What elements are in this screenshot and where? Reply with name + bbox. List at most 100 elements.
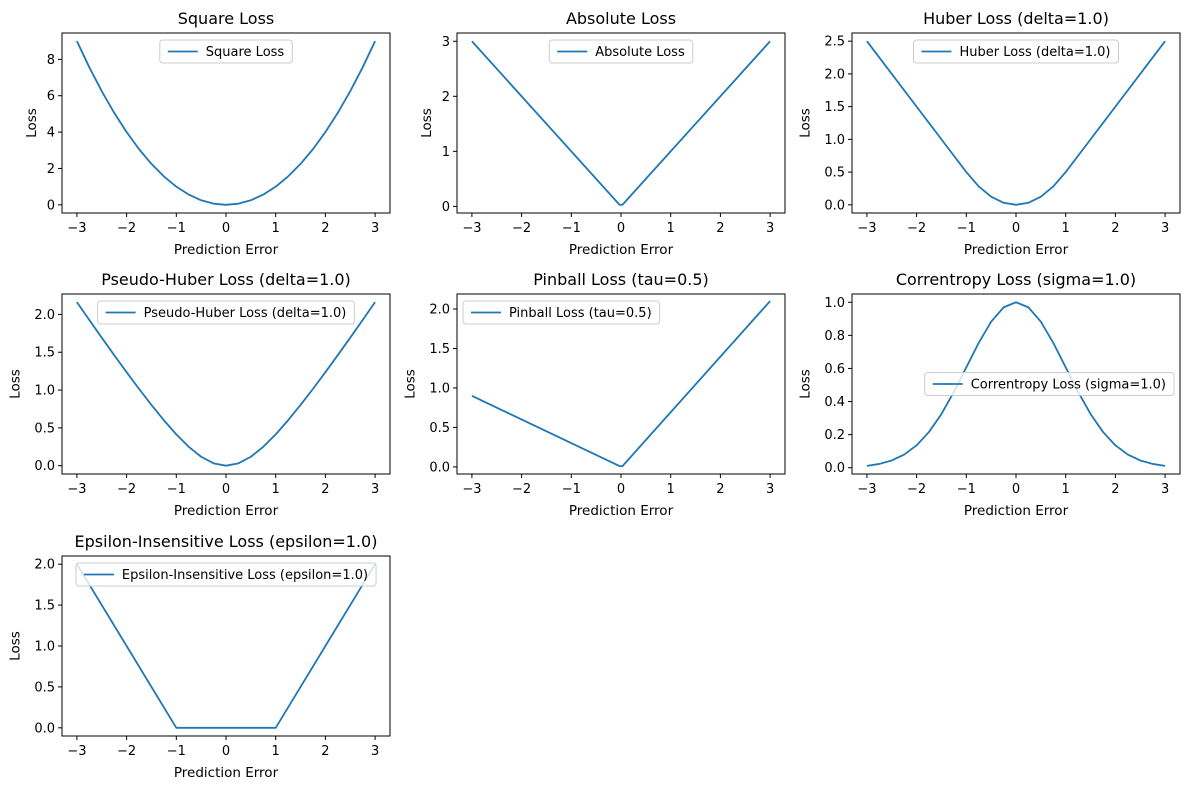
legend-box [912,39,1120,64]
series-line [866,40,1166,206]
x-tick-label: 0 [1012,221,1020,236]
y-tick-label: 1.0 [824,296,845,311]
chart-title: Pinball Loss (tau=0.5) [533,270,709,289]
x-axis-label: Prediction Error [174,503,279,519]
y-tick-label: 1.5 [34,346,55,361]
y-tick-label: 0.5 [429,421,450,436]
series-line [76,40,376,206]
x-tick-label: 0 [222,744,230,759]
legend-box [462,300,661,325]
axes-frame [61,293,391,475]
x-axis-label: Prediction Error [964,503,1069,519]
x-tick-label: 2 [1111,221,1119,236]
x-tick-label: 1 [1062,221,1070,236]
y-axis-label: Loss [7,631,23,661]
x-tick-label: 2 [716,482,724,497]
subplot-6: Correntropy Loss (sigma=1.0) −3 −2 −1 0 1 2 3 0.… [797,270,1181,519]
x-tick-label: 2 [321,482,329,497]
y-tick-label: 2.5 [824,35,845,50]
y-tick-label: 0.0 [824,461,845,476]
x-tick-label: −3 [67,221,86,236]
y-tick-label: 0.8 [824,329,845,344]
x-tick-label: 0 [617,221,625,236]
chart-title: Epsilon-Insensitive Loss (epsilon=1.0) [75,532,378,551]
subplot-5: Pinball Loss (tau=0.5) −3 −2 −1 0 1 2 3 0.0 0.5 1.… [402,270,786,519]
legend-box [75,562,377,587]
x-axis-label: Prediction Error [964,242,1069,258]
chart-title: Correntropy Loss (sigma=1.0) [896,270,1136,289]
x-tick-label: 3 [766,482,774,497]
x-tick-label: −2 [907,221,926,236]
legend: Huber Loss (delta=1.0) [912,39,1120,64]
x-tick-label: −1 [167,221,186,236]
y-axis-label: Loss [797,108,813,138]
x-tick-label: −2 [907,482,926,497]
y-tick-label: 1.5 [824,100,845,115]
x-axis-label: Prediction Error [174,765,279,781]
x-tick-label: 0 [222,221,230,236]
series-line [866,301,1166,467]
subplot-4: Pseudo-Huber Loss (delta=1.0) −3 −2 −1 0 1 2 3 0… [7,270,391,519]
x-tick-label: −2 [512,221,531,236]
axes-frame [61,555,391,737]
y-tick-label: 2 [442,90,450,105]
x-tick-label: 0 [222,482,230,497]
legend: Absolute Loss [548,39,694,64]
x-tick-label: 1 [272,221,280,236]
y-tick-label: 2.0 [34,308,55,323]
x-tick-label: 3 [1161,482,1169,497]
x-axis-label: Prediction Error [174,242,279,258]
subplot-2: Absolute Loss −3 −2 −1 0 1 2 3 0 1 2 3 Prediction Er… [419,9,786,258]
legend-box [924,372,1175,396]
y-tick-label: 1.0 [34,384,55,399]
x-tick-label: 3 [766,221,774,236]
y-tick-label: 0 [47,198,55,213]
legend-label: Correntropy Loss (sigma=1.0) [971,378,1166,393]
legend: Square Loss [159,39,293,64]
subplot-3: Huber Loss (delta=1.0) −3 −2 −1 0 1 2 3 0.0 0.5 1.… [797,9,1181,258]
chart-title: Square Loss [178,9,275,28]
x-tick-label: −3 [67,744,86,759]
y-tick-label: 1.0 [824,133,845,148]
x-tick-label: 1 [667,482,675,497]
subplot-7: Epsilon-Insensitive Loss (epsilon=1.0) −3… [7,532,391,781]
x-tick-label: 2 [321,221,329,236]
x-tick-label: 2 [321,744,329,759]
legend-label: Epsilon-Insensitive Loss (epsilon=1.0) [122,568,368,583]
chart-title: Pseudo-Huber Loss (delta=1.0) [101,270,351,289]
legend: Epsilon-Insensitive Loss (epsilon=1.0) [75,562,377,587]
y-tick-label: 0.0 [429,460,450,475]
x-tick-label: 1 [272,482,280,497]
y-tick-label: 0.4 [824,395,845,410]
x-tick-label: −3 [857,482,876,497]
x-tick-label: −3 [462,221,481,236]
legend: Pseudo-Huber Loss (delta=1.0) [97,300,355,325]
x-tick-label: −1 [957,482,976,497]
x-tick-label: −1 [562,482,581,497]
legend-label: Huber Loss (delta=1.0) [959,45,1110,60]
y-tick-label: 0.2 [824,428,845,443]
chart-title: Absolute Loss [566,9,676,28]
y-tick-label: 1 [442,145,450,160]
y-tick-label: 8 [47,53,55,68]
series-line [471,40,771,206]
x-tick-label: 1 [667,221,675,236]
x-tick-label: −1 [957,221,976,236]
y-tick-label: 3 [442,35,450,50]
y-tick-label: 1.0 [429,381,450,396]
x-tick-label: 1 [1062,482,1070,497]
x-tick-label: 3 [371,744,379,759]
subplot-1: Square Loss −3 −2 −1 0 1 2 3 0 2 4 6 8 Prediction Err… [24,9,391,258]
y-axis-label: Loss [24,108,40,138]
legend-label: Absolute Loss [595,45,685,60]
series-line [76,301,376,467]
x-tick-label: −2 [117,221,136,236]
axes-frame [851,32,1181,214]
legend-box [548,39,694,64]
x-tick-label: −3 [67,482,86,497]
y-tick-label: 0.0 [34,459,55,474]
x-axis-label: Prediction Error [569,242,674,258]
legend-label: Pseudo-Huber Loss (delta=1.0) [144,306,347,321]
y-tick-label: 6 [47,89,55,104]
x-tick-label: −3 [857,221,876,236]
